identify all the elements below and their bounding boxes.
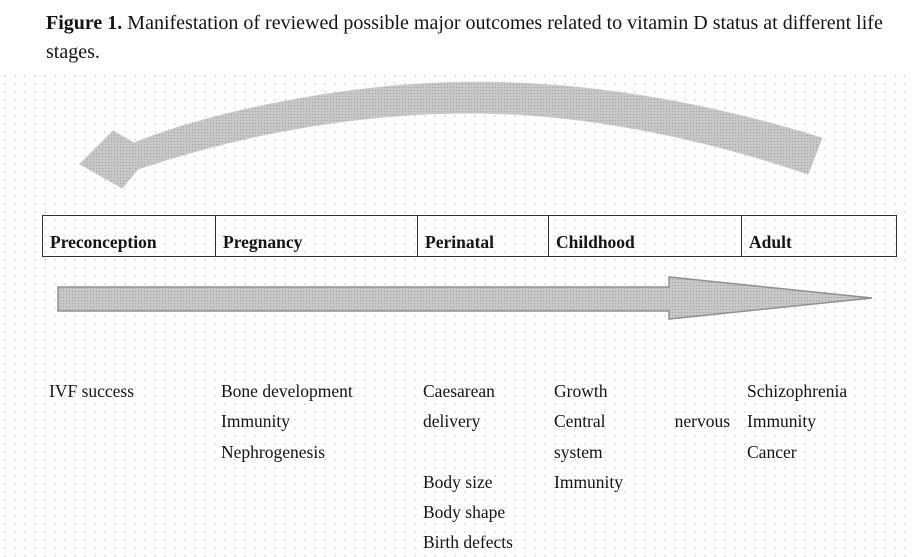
outcome-line: Immunity [747,411,817,432]
stage-columns: IVF success Bone development Immunity Nephr… [42,378,897,557]
outcome-line: Schizophrenia [747,381,848,401]
outcome-line: Bone development [221,381,353,401]
stage-label: Childhood [556,232,635,252]
outcome-line: Growth [554,381,608,401]
stage-label: Preconception [50,232,157,252]
stage-outcomes-perinatal: Caesarean delivery Body size Body shape Bir… [416,378,547,557]
stage-header-pregnancy: Pregnancy [215,216,417,256]
stage-outcomes-pregnancy: Bone development Immunity Nephrogenesis [214,378,416,557]
figure-caption-label: Figure 1. [46,12,123,34]
outcome-line: Body size [423,471,493,492]
outcome-line: Birth defects [423,532,513,553]
outcome-line: Body shape [423,502,506,523]
outcome-line: Caesarean [423,381,495,401]
stage-header-preconception: Preconception [43,216,215,256]
stage-label: Pregnancy [223,232,303,252]
outcome-line: Central nervous [554,408,730,438]
stage-header-perinatal: Perinatal [417,216,548,256]
timeline-arrow-pointing-right-icon [57,276,873,320]
stage-header-childhood: Childhood [548,216,741,256]
stage-header-row: Preconception Pregnancy Perinatal Childhood… [42,215,897,257]
stage-outcomes-preconception: IVF success [42,378,214,557]
stage-outcomes-adult: Schizophrenia Immunity Cancer [740,378,897,557]
outcome-line: Immunity [554,471,624,492]
curved-arrow-pointing-left-icon [79,81,823,189]
stage-header-adult: Adult [741,216,898,256]
stage-outcomes-childhood: Growth Central nervous system Immunity [547,378,740,557]
outcome-line-spacer [423,439,547,469]
stage-label: Perinatal [425,232,495,252]
outcome-line: Nephrogenesis [221,441,326,462]
outcome-line: IVF success [49,381,135,401]
outcome-word-right: nervous [674,411,730,432]
outcome-line: Immunity [221,411,291,432]
figure-caption: Figure 1. Manifestation of reviewed poss… [0,0,912,74]
outcome-line: system [554,441,603,462]
stage-label: Adult [749,232,792,252]
figure-caption-text: Manifestation of reviewed possible major… [46,12,883,63]
outcome-word-left: Central [554,411,606,432]
outcome-line: delivery [423,411,481,432]
outcome-line: Cancer [747,441,797,462]
